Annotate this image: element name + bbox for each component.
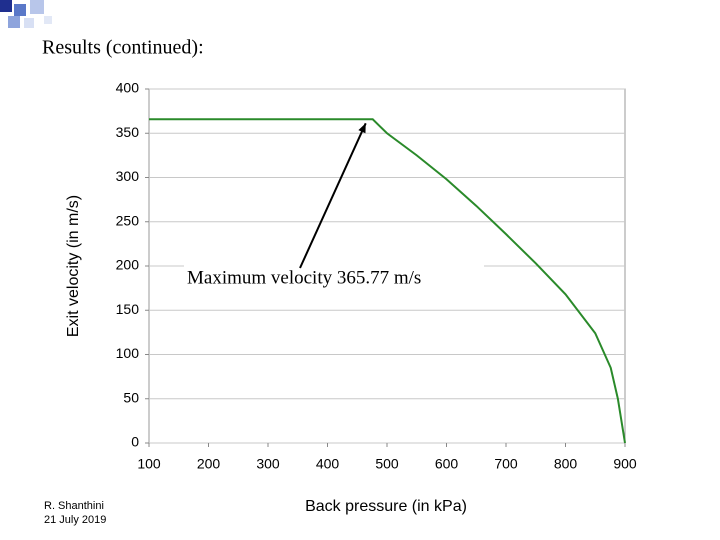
x-tick-label: 200: [197, 456, 221, 472]
slide-title: Results (continued):: [42, 37, 204, 59]
y-tick-label: 50: [123, 389, 139, 405]
data-line: [149, 118, 626, 444]
decor: [0, 0, 52, 28]
x-tick-label: 400: [316, 456, 340, 472]
annotation-arrow: [299, 122, 367, 269]
y-tick-label: 150: [116, 301, 140, 317]
date: 21 July 2019: [44, 514, 106, 526]
author: R. Shanthini: [44, 500, 104, 512]
x-tick-label: 300: [256, 456, 280, 472]
x-axis-label: Back pressure (in kPa): [305, 498, 467, 515]
y-tick-label: 300: [116, 168, 140, 184]
y-tick-label: 200: [116, 257, 140, 273]
annotation-box: [184, 264, 484, 292]
x-tick-label: 600: [435, 456, 459, 472]
x-tick-label: 100: [137, 456, 161, 472]
y-tick-label: 400: [116, 80, 140, 96]
x-tick-label: 700: [494, 456, 518, 472]
x-tick-label: 800: [554, 456, 578, 472]
y-tick-label: 350: [116, 124, 140, 140]
y-axis-label: Exit velocity (in m/s): [65, 195, 82, 337]
annotation: Maximum velocity 365.77 m/s: [187, 267, 421, 288]
x-tick-label: 900: [613, 456, 637, 472]
y-tick-label: 0: [131, 434, 139, 450]
arrow-head: [358, 123, 366, 134]
y-tick-label: 250: [116, 212, 140, 228]
x-tick-label: 500: [375, 456, 399, 472]
y-tick-label: 100: [116, 345, 140, 361]
